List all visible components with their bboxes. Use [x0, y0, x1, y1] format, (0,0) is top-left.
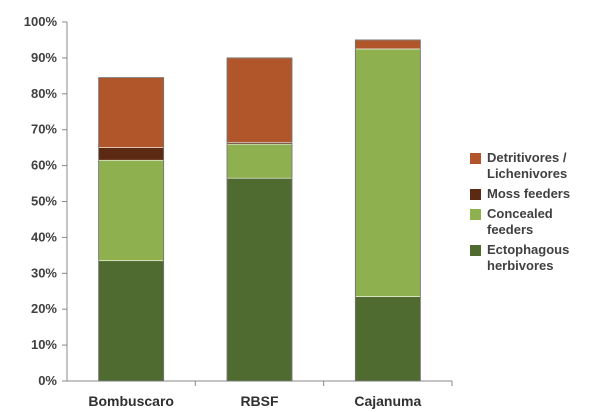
y-tick-label: 90% — [31, 50, 57, 65]
legend-swatch — [470, 153, 481, 164]
bar-outline — [226, 57, 293, 382]
bar-segment-concealed-feeders — [355, 48, 421, 297]
legend-item-concealed-feeders: Concealed feeders — [470, 206, 610, 238]
legend-swatch — [470, 209, 481, 220]
bar-segment-detritivores-lichenivores — [98, 77, 164, 148]
y-tick-label: 0% — [38, 373, 57, 388]
legend: Detritivores / Lichenivores Moss feeders… — [470, 150, 610, 278]
x-category-label: RBSF — [240, 393, 279, 409]
legend-item-detritivores: Detritivores / Lichenivores — [470, 150, 610, 182]
x-category-label: Cajanuma — [354, 393, 421, 409]
bar-segment-detritivores-lichenivores — [355, 39, 421, 50]
bar-segment-ectophagous-herbivores — [226, 177, 293, 382]
legend-swatch — [470, 189, 481, 200]
bar-segment-ectophagous-herbivores — [98, 260, 164, 382]
y-tick-label: 70% — [31, 122, 57, 137]
legend-item-ectophagous-herbivores: Ectophagous herbivores — [470, 242, 610, 274]
y-tick-label: 20% — [31, 301, 57, 316]
bar-outline — [354, 39, 421, 382]
y-tick-label: 80% — [31, 86, 57, 101]
bar-segment-concealed-feeders — [226, 143, 293, 179]
bar-segment-detritivores-lichenivores — [226, 57, 293, 143]
legend-item-moss-feeders: Moss feeders — [470, 186, 610, 202]
legend-swatch — [470, 245, 481, 256]
bar-segment-moss-feeders — [98, 147, 164, 161]
y-tick-label: 50% — [31, 194, 57, 209]
y-tick-label: 30% — [31, 265, 57, 280]
y-tick-label: 10% — [31, 337, 57, 352]
legend-label: Concealed feeders — [487, 206, 553, 237]
legend-label: Ectophagous herbivores — [487, 242, 570, 273]
x-category-label: Bombuscaro — [88, 393, 174, 409]
legend-label: Detritivores / Lichenivores — [487, 150, 568, 181]
y-tick-label: 40% — [31, 229, 57, 244]
legend-label: Moss feeders — [487, 186, 571, 201]
bar-segment-concealed-feeders — [98, 159, 164, 262]
y-tick-label: 60% — [31, 158, 57, 173]
y-tick-label: 100% — [24, 14, 58, 29]
bar-outline — [98, 77, 165, 382]
bar-segment-ectophagous-herbivores — [355, 296, 421, 382]
